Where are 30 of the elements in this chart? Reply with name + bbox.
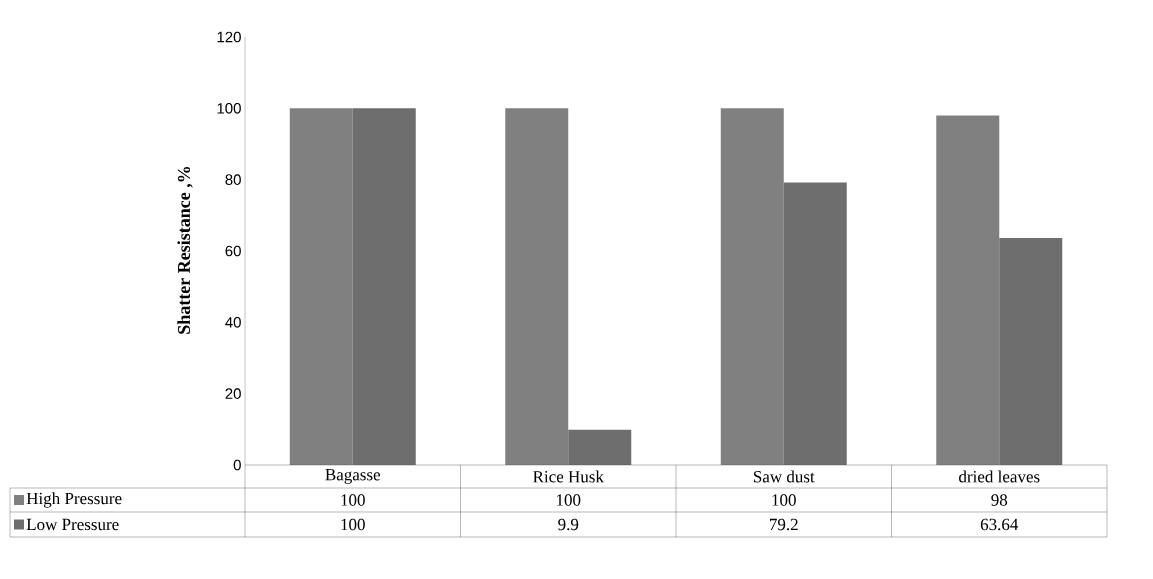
y-tick-label: 60 — [225, 245, 241, 257]
legend-label: High Pressure — [26, 492, 122, 508]
x-tick-label: Bagasse — [325, 469, 381, 484]
bar — [289, 108, 353, 465]
bar — [505, 108, 569, 465]
data-label: 100 — [341, 494, 365, 506]
y-axis-title: Shatter Resistance ,% — [177, 166, 193, 334]
x-tick-label: Saw dust — [753, 470, 815, 483]
y-tick-label: 20 — [225, 388, 241, 399]
y-tick-label: 40 — [225, 317, 241, 328]
data-label: 100 — [772, 494, 796, 506]
data-label: 100 — [557, 494, 581, 506]
bar — [568, 429, 632, 465]
data-label: 79.2 — [770, 518, 798, 531]
x-tick-label: dried leaves — [959, 470, 1040, 483]
data-label: 98 — [991, 494, 1008, 506]
x-tick-label: Rice Husk — [533, 470, 604, 483]
data-label: 63.64 — [980, 518, 1019, 531]
bar — [936, 115, 1000, 465]
data-label: 9.9 — [558, 518, 579, 531]
bar — [783, 182, 847, 465]
y-tick-label: 0 — [233, 459, 241, 471]
legend-label: Low Pressure — [26, 518, 119, 531]
y-tick-label: 80 — [225, 174, 241, 185]
y-tick-label: 100 — [217, 103, 241, 114]
y-tick-label: 120 — [217, 31, 241, 43]
data-label: 100 — [341, 518, 365, 531]
bar — [720, 108, 784, 465]
bar — [352, 108, 416, 465]
bar — [999, 238, 1063, 465]
